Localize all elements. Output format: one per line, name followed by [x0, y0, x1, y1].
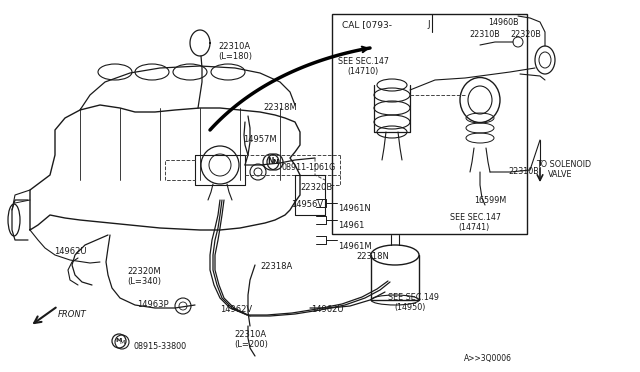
- Text: 14961M: 14961M: [338, 242, 372, 251]
- Text: 14962U: 14962U: [311, 305, 344, 314]
- Text: 22318N: 22318N: [356, 252, 389, 261]
- Text: (14950): (14950): [394, 303, 426, 312]
- Text: N: N: [272, 159, 278, 165]
- Text: (L=200): (L=200): [234, 340, 268, 349]
- Text: 14956V: 14956V: [291, 200, 323, 209]
- Text: 22320B: 22320B: [300, 183, 332, 192]
- Text: 16599M: 16599M: [474, 196, 506, 205]
- Text: 22320B: 22320B: [510, 30, 541, 39]
- Text: VALVE: VALVE: [548, 170, 573, 179]
- Text: 14961: 14961: [338, 221, 364, 230]
- Text: (14741): (14741): [458, 223, 489, 232]
- Text: SEE SEC.149: SEE SEC.149: [388, 293, 439, 302]
- Text: 14963P: 14963P: [137, 300, 168, 309]
- Text: 14962V: 14962V: [220, 305, 252, 314]
- Text: TO SOLENOID: TO SOLENOID: [536, 160, 591, 169]
- Text: 22310A: 22310A: [234, 330, 266, 339]
- Text: 22310B: 22310B: [508, 167, 539, 176]
- Text: A>>3Q0006: A>>3Q0006: [464, 354, 512, 363]
- Text: SEE SEC.147: SEE SEC.147: [338, 57, 389, 66]
- Text: N: N: [268, 157, 275, 167]
- Text: 22320M: 22320M: [127, 267, 161, 276]
- Text: SEE SEC.147: SEE SEC.147: [450, 213, 501, 222]
- Text: 14960B: 14960B: [488, 18, 518, 27]
- Text: (L=340): (L=340): [127, 277, 161, 286]
- Text: 14962U: 14962U: [54, 247, 86, 256]
- Text: CAL [0793-: CAL [0793-: [342, 20, 392, 29]
- Text: 22310A: 22310A: [218, 42, 250, 51]
- Text: 08911-1061G: 08911-1061G: [282, 163, 336, 172]
- Text: 08915-33800: 08915-33800: [133, 342, 186, 351]
- Text: (14710): (14710): [347, 67, 378, 76]
- Text: 22318A: 22318A: [260, 262, 292, 271]
- Text: J: J: [427, 20, 429, 29]
- Text: FRONT: FRONT: [58, 310, 87, 319]
- Text: 22310B: 22310B: [469, 30, 500, 39]
- Text: (L=180): (L=180): [218, 52, 252, 61]
- Text: 14961N: 14961N: [338, 204, 371, 213]
- Text: 14957M: 14957M: [243, 135, 276, 144]
- Bar: [332, 14, 527, 234]
- Text: M: M: [116, 339, 122, 343]
- Text: M: M: [119, 340, 125, 344]
- Text: 22318M: 22318M: [263, 103, 297, 112]
